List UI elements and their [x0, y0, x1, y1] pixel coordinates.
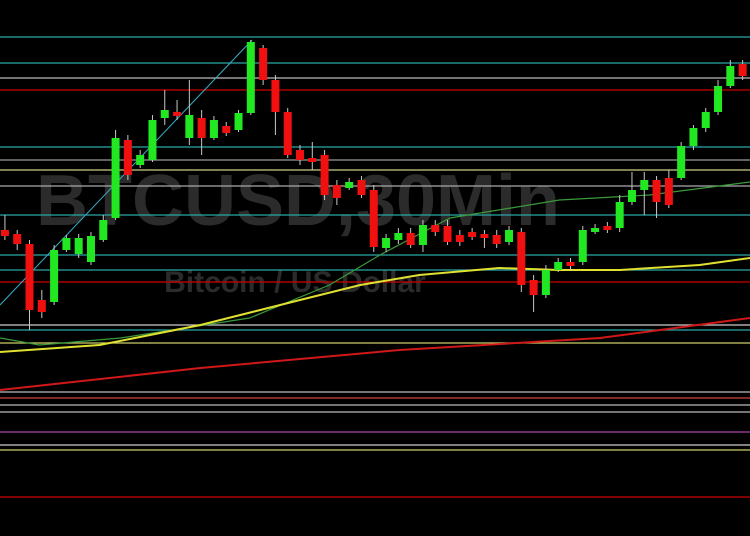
candle-body — [443, 226, 452, 242]
candle-body — [664, 178, 673, 205]
candle-body — [394, 233, 403, 240]
candle-body — [738, 64, 747, 76]
indicator-line — [0, 181, 750, 346]
candle-body — [345, 182, 354, 188]
candle-body — [591, 228, 600, 232]
candle-body — [418, 225, 427, 245]
candle-body — [259, 48, 268, 80]
indicator-line — [0, 257, 750, 353]
candle-body — [677, 146, 686, 178]
candle-body — [406, 233, 415, 245]
candle-body — [25, 244, 34, 310]
candle-body — [566, 262, 575, 266]
candle-body — [726, 66, 735, 86]
candle-body — [136, 155, 145, 165]
candle-body — [357, 180, 366, 195]
watermark-symbol: BTCUSD,30Min — [36, 161, 560, 241]
candle-body — [222, 126, 231, 133]
candle-body — [332, 185, 341, 198]
candle-body — [234, 113, 243, 130]
candle-body — [74, 238, 83, 254]
candle-body — [246, 42, 255, 113]
candle-body — [652, 180, 661, 202]
candle-body — [160, 110, 169, 118]
candle-body — [468, 232, 477, 237]
candle-body — [603, 226, 612, 230]
candle-body — [99, 220, 108, 240]
candle-body — [541, 270, 550, 295]
candle-body — [640, 180, 649, 190]
candle-body — [308, 158, 317, 162]
candle-body — [554, 262, 563, 270]
candle-body — [689, 128, 698, 146]
candle-body — [296, 150, 304, 160]
candle-body — [578, 230, 587, 262]
candle-body — [37, 300, 46, 312]
candle-body — [62, 238, 71, 250]
candle-body — [505, 230, 514, 242]
candle-body — [111, 138, 120, 218]
candle-body — [197, 118, 206, 138]
candle-body — [123, 140, 132, 175]
candle-body — [283, 112, 292, 155]
candle-body — [0, 230, 9, 236]
candle-body — [382, 238, 391, 248]
candle-body — [431, 225, 440, 232]
candle-body — [173, 112, 182, 116]
candle-body — [209, 120, 218, 138]
candle-body — [369, 190, 378, 247]
candle-body — [517, 232, 526, 285]
candle-body — [185, 115, 194, 138]
candle-body — [50, 250, 59, 302]
candle-body — [455, 235, 464, 242]
candle-body — [13, 234, 22, 244]
candle-body — [86, 236, 95, 262]
candle-body — [714, 86, 723, 112]
candle-body — [271, 80, 280, 112]
candle-body — [480, 234, 489, 238]
candle-body — [148, 120, 157, 160]
candle-body — [627, 190, 636, 202]
candle-body — [701, 112, 710, 128]
candle-body — [320, 155, 329, 195]
candle-body — [492, 235, 501, 244]
candle-body — [529, 280, 538, 295]
candle-body — [615, 202, 624, 228]
indicator-line — [0, 317, 750, 391]
